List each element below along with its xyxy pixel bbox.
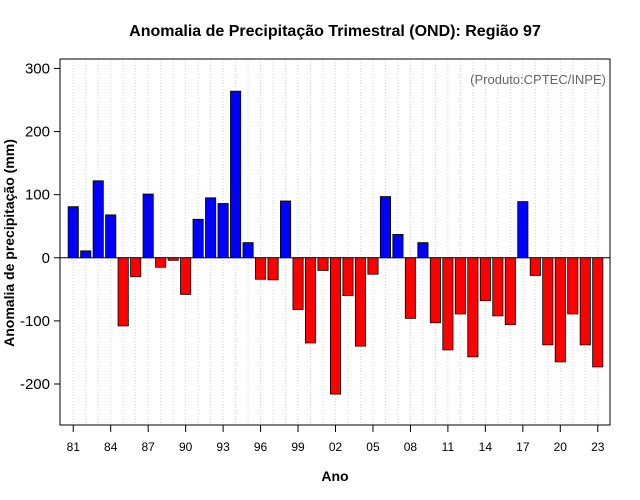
bar-1986 xyxy=(130,257,142,278)
bar-1991 xyxy=(192,218,204,259)
bar-2022 xyxy=(579,257,591,346)
bar-1998 xyxy=(280,200,292,259)
bar-2007 xyxy=(392,234,404,259)
x-tick-label: 87 xyxy=(141,440,155,454)
bar-1994 xyxy=(230,90,242,259)
x-tick-label: 90 xyxy=(179,440,193,454)
bar-2012 xyxy=(454,257,466,315)
bar-1990 xyxy=(180,257,192,295)
x-tick-label: 99 xyxy=(291,440,305,454)
bar-2005 xyxy=(367,257,379,275)
x-tick-label: 93 xyxy=(216,440,230,454)
bar-1993 xyxy=(217,203,229,259)
bar-2001 xyxy=(317,257,329,271)
y-tick-label: -100 xyxy=(20,313,50,330)
x-axis: 81 84 87 90 93 96 99 02 05 08 11 14 17 20 23 xyxy=(67,425,605,454)
x-tick-label: 11 xyxy=(442,440,455,454)
bar-2020 xyxy=(554,257,566,363)
bar-1992 xyxy=(205,197,217,259)
credit-annotation: (Produto:CPTEC/INPE) xyxy=(470,72,606,87)
bar-2023 xyxy=(592,257,604,368)
x-tick-label: 17 xyxy=(516,440,530,454)
y-axis: -200 -100 0 100 200 300 xyxy=(20,60,60,393)
bar-1997 xyxy=(267,257,279,281)
y-tick-label: 300 xyxy=(25,60,50,77)
bar-2021 xyxy=(567,257,579,315)
bars xyxy=(67,90,604,395)
bar-1987 xyxy=(142,193,154,259)
y-tick-label: -200 xyxy=(20,376,50,393)
bar-1983 xyxy=(92,180,104,259)
y-tick-label: 100 xyxy=(25,187,50,204)
chart-title: Anomalia de Precipitação Trimestral (OND… xyxy=(129,23,541,40)
bar-1989 xyxy=(167,257,179,261)
bar-2003 xyxy=(342,257,354,297)
x-tick-label: 08 xyxy=(404,440,418,454)
bar-2009 xyxy=(417,242,429,259)
x-tick-label: 81 xyxy=(67,440,81,454)
x-tick-label: 96 xyxy=(254,440,268,454)
bar-1982 xyxy=(80,250,92,259)
bar-2006 xyxy=(379,196,391,259)
bar-1996 xyxy=(255,257,267,280)
x-tick-label: 20 xyxy=(554,440,568,454)
x-tick-label: 02 xyxy=(329,440,343,454)
bar-1984 xyxy=(105,214,117,259)
bar-2011 xyxy=(442,257,454,351)
bar-1999 xyxy=(292,257,304,310)
bar-1985 xyxy=(117,257,129,327)
bar-2013 xyxy=(467,257,479,358)
x-tick-label: 23 xyxy=(591,440,605,454)
bar-2014 xyxy=(479,257,491,302)
bar-2019 xyxy=(542,257,554,346)
bar-2008 xyxy=(404,257,416,319)
bar-1995 xyxy=(242,242,254,259)
bar-2010 xyxy=(429,257,441,324)
y-tick-label: 0 xyxy=(42,250,50,267)
bar-2016 xyxy=(504,257,516,326)
bar-2015 xyxy=(492,257,504,317)
x-tick-label: 14 xyxy=(479,440,493,454)
y-tick-label: 200 xyxy=(25,124,50,141)
bar-1981 xyxy=(67,206,79,259)
y-axis-label: Anomalia de precipitação (mm) xyxy=(1,139,17,347)
bar-2004 xyxy=(354,257,366,347)
bar-2018 xyxy=(529,257,541,276)
x-tick-label: 05 xyxy=(366,440,380,454)
bar-2000 xyxy=(305,257,317,344)
bar-2002 xyxy=(329,257,342,395)
x-tick-label: 84 xyxy=(104,440,118,454)
x-axis-label: Ano xyxy=(321,468,348,484)
bar-1988 xyxy=(155,257,167,268)
bar-2017 xyxy=(517,201,529,259)
